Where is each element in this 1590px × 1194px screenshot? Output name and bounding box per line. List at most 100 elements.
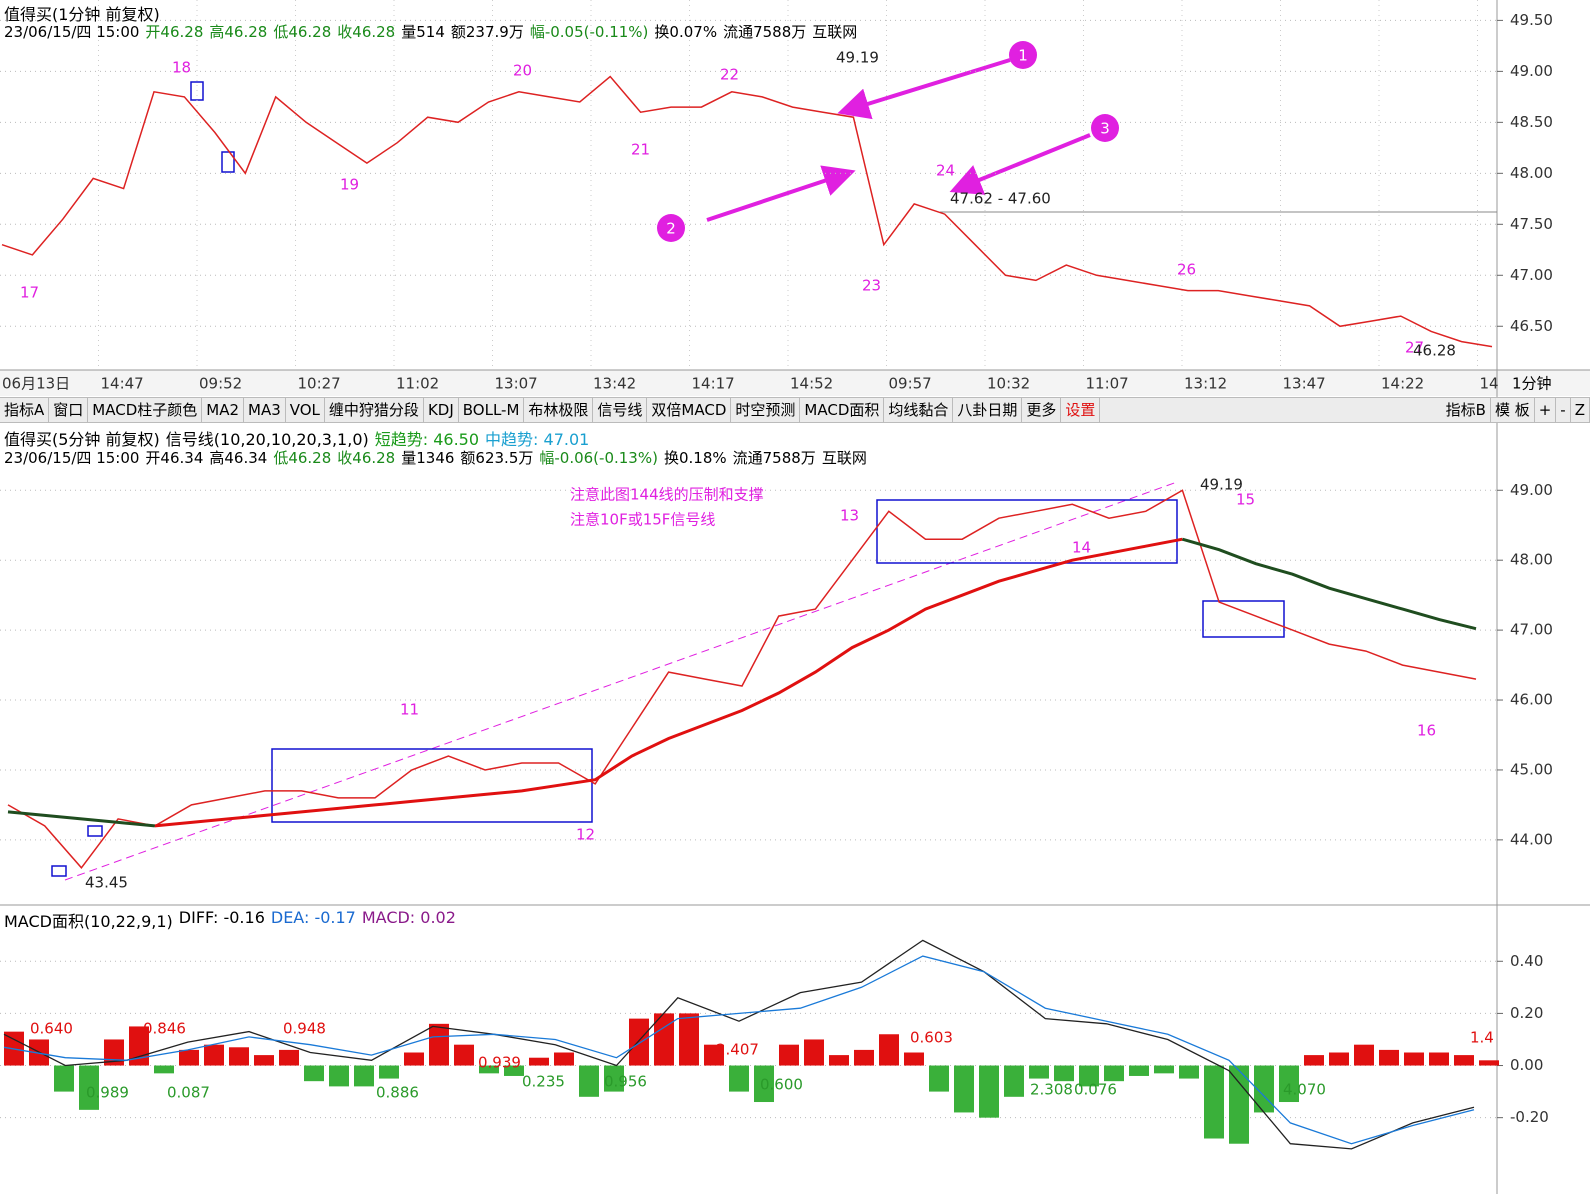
toolbar-button[interactable]: VOL bbox=[286, 398, 325, 422]
macd-bar bbox=[704, 1044, 724, 1066]
info-text: 换0.18% bbox=[663, 449, 727, 467]
x-tick-label: 14:52 bbox=[790, 375, 833, 393]
y-tick-label: 46.00 bbox=[1510, 691, 1553, 709]
x-tick-label: 11:02 bbox=[396, 375, 439, 393]
macd-bar bbox=[529, 1057, 549, 1066]
annotation: 13 bbox=[840, 507, 859, 525]
annotation: 15 bbox=[1236, 491, 1255, 509]
macd-bar bbox=[1154, 1065, 1174, 1074]
x-tick-label: 09:52 bbox=[199, 375, 242, 393]
marker-circle bbox=[1091, 114, 1119, 142]
header: 值得买(1分钟 前复权) bbox=[4, 1, 160, 25]
macd-bar bbox=[354, 1065, 374, 1087]
y-tick-label: 49.00 bbox=[1510, 481, 1553, 499]
macd-bar bbox=[604, 1065, 624, 1092]
toolbar-button[interactable]: + bbox=[1535, 398, 1557, 422]
macd-bar bbox=[1404, 1052, 1424, 1066]
info-text: 高46.34 bbox=[209, 449, 268, 467]
toolbar-button[interactable]: MACD柱子颜色 bbox=[88, 398, 203, 422]
y-tick-label: -0.20 bbox=[1510, 1108, 1549, 1126]
annotation: 11 bbox=[400, 701, 419, 719]
x-tick-label: 14:22 bbox=[1381, 375, 1424, 393]
series-line bbox=[7, 489, 1477, 869]
toolbar-button[interactable]: 指标A bbox=[0, 398, 50, 422]
info-text: 开46.34 bbox=[145, 449, 204, 467]
x-tick-label: 10:27 bbox=[298, 375, 341, 393]
toolbar-left: 指标A 窗口 MACD柱子颜色 MA2 MA3 VOL 缠中狩猎分段 KDJ BOLL-M 布林极… bbox=[0, 398, 1442, 422]
toolbar-button[interactable]: Z bbox=[1571, 398, 1590, 422]
toolbar-button[interactable]: BOLL-M bbox=[459, 398, 525, 422]
info-text: MACD面积(10,22,9,1) bbox=[4, 912, 173, 931]
macd-bar bbox=[654, 1013, 674, 1066]
toolbar-button[interactable]: MA3 bbox=[244, 398, 286, 422]
info-text: 收46.28 bbox=[337, 449, 396, 467]
annotation: 12 bbox=[576, 826, 595, 844]
toolbar-button[interactable]: 模 板 bbox=[1491, 398, 1535, 422]
annotation: 21 bbox=[631, 141, 650, 159]
macd-bar bbox=[1429, 1052, 1449, 1066]
series-line bbox=[1, 75, 1493, 348]
annotation: 18 bbox=[172, 59, 191, 77]
toolbar-button[interactable]: 时空预测 bbox=[731, 398, 801, 422]
info-text: 量514 bbox=[401, 23, 445, 41]
macd-bar bbox=[1454, 1055, 1474, 1066]
toolbar-button[interactable]: 双倍MACD bbox=[647, 398, 732, 422]
toolbar-button[interactable]: - bbox=[1556, 398, 1571, 422]
macd-bar bbox=[1304, 1055, 1324, 1066]
y-tick-label: 44.00 bbox=[1510, 830, 1553, 848]
macd-bar bbox=[979, 1065, 999, 1118]
x-tick-label: 13:12 bbox=[1184, 375, 1227, 393]
header: MACD面积(10,22,9,1) DIFF: -0.16 DEA: -0.17 MA… bbox=[4, 908, 456, 932]
toolbar-button[interactable]: 窗口 bbox=[49, 398, 89, 422]
info-text: 短趋势: 46.50 bbox=[374, 430, 480, 449]
toolbar-right: 指标B 模 板 + - Z bbox=[1442, 398, 1590, 422]
marker-number: 3 bbox=[1100, 120, 1110, 138]
macd-label: 0.640 bbox=[30, 1020, 73, 1038]
macd-bar bbox=[379, 1065, 399, 1079]
toolbar-button[interactable]: 布林极限 bbox=[524, 398, 594, 422]
toolbar-button[interactable]: 信号线 bbox=[593, 398, 648, 422]
box bbox=[1202, 600, 1285, 638]
macd-label: 0.948 bbox=[283, 1020, 326, 1038]
macd-bar bbox=[454, 1044, 474, 1066]
y-tick-label: 0.00 bbox=[1510, 1056, 1543, 1074]
toolbar-button[interactable]: 指标B bbox=[1442, 398, 1491, 422]
info-text: 额237.9万 bbox=[450, 23, 524, 41]
y-tick-label: 47.50 bbox=[1510, 215, 1553, 233]
toolbar-button[interactable]: 设置 bbox=[1061, 398, 1101, 422]
series-line bbox=[154, 537, 1183, 828]
header: 值得买(5分钟 前复权) 信号线(10,20,10,20,3,1,0) 短趋势: 4… bbox=[4, 426, 589, 450]
macd-bar bbox=[79, 1065, 99, 1110]
box bbox=[87, 825, 103, 837]
y-tick-label: 0.40 bbox=[1510, 952, 1543, 970]
note: 注意10F或15F信号线 bbox=[570, 511, 715, 529]
toolbar-button[interactable]: MACD面积 bbox=[800, 398, 885, 422]
toolbar-button[interactable]: 更多 bbox=[1022, 398, 1062, 422]
toolbar-button[interactable]: 八卦日期 bbox=[953, 398, 1023, 422]
marker-number: 1 bbox=[1018, 47, 1028, 65]
toolbar: 指标A 窗口 MACD柱子颜色 MA2 MA3 VOL 缠中狩猎分段 KDJ BOLL-M 布林极… bbox=[0, 397, 1590, 423]
macd-bar bbox=[1229, 1065, 1249, 1144]
toolbar-button[interactable]: MA2 bbox=[202, 398, 244, 422]
macd-bar bbox=[304, 1065, 324, 1082]
macd-label: 2.308 bbox=[1030, 1081, 1073, 1099]
macd-bar bbox=[54, 1065, 74, 1092]
toolbar-button[interactable]: 均线黏合 bbox=[884, 398, 954, 422]
x-tick-label: 11:07 bbox=[1086, 375, 1129, 393]
macd-bar bbox=[804, 1039, 824, 1066]
price-note: 43.45 bbox=[85, 874, 128, 892]
macd-label: 0.886 bbox=[376, 1084, 419, 1102]
macd-bar bbox=[1179, 1065, 1199, 1079]
macd-bar bbox=[1279, 1065, 1299, 1103]
macd-label: 1.4 bbox=[1470, 1029, 1494, 1047]
info-text: 流通7588万 bbox=[732, 449, 816, 467]
macd-bar bbox=[329, 1065, 349, 1087]
toolbar-button[interactable]: KDJ bbox=[424, 398, 459, 422]
macd-bar bbox=[404, 1052, 424, 1066]
annotation: 16 bbox=[1417, 722, 1436, 740]
marker-circle bbox=[657, 214, 685, 242]
toolbar-button[interactable]: 缠中狩猎分段 bbox=[325, 398, 424, 422]
info-text: DEA: -0.17 bbox=[270, 908, 356, 927]
period-label: 1分钟 bbox=[1512, 375, 1552, 393]
x-tick-label: 14:17 bbox=[692, 375, 735, 393]
